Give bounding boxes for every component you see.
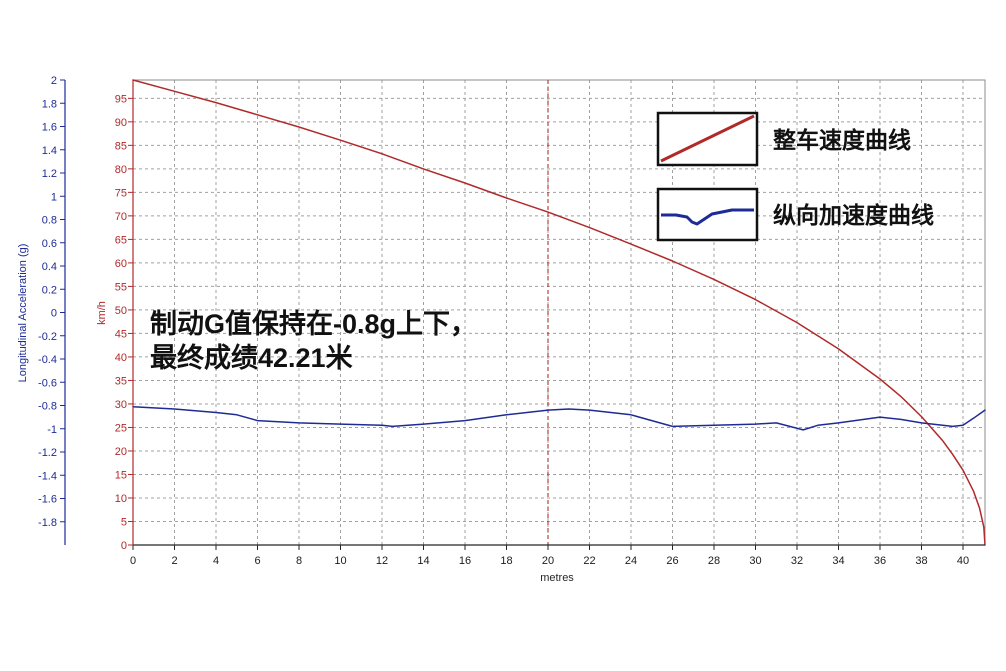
x-tick-label: 24 bbox=[625, 555, 637, 567]
acceleration-axis-tick-label: 0.6 bbox=[42, 238, 57, 250]
speed-axis-tick-label: 40 bbox=[115, 352, 127, 364]
legend-item-speed: 整车速度曲线 bbox=[656, 111, 911, 167]
x-tick-label: 26 bbox=[666, 555, 678, 567]
annotation-line-2: 最终成绩42.21米 bbox=[150, 342, 353, 373]
legend-label-speed: 整车速度曲线 bbox=[773, 127, 911, 153]
grid bbox=[133, 80, 985, 545]
x-tick-label: 36 bbox=[874, 555, 886, 567]
speed-axis-tick-label: 25 bbox=[115, 422, 127, 434]
x-tick-label: 40 bbox=[957, 555, 969, 567]
x-tick-label: 10 bbox=[334, 555, 346, 567]
x-tick-label: 12 bbox=[376, 555, 388, 567]
x-tick-label: 4 bbox=[213, 555, 219, 567]
speed-axis-tick-label: 95 bbox=[115, 93, 127, 105]
acceleration-axis-tick-label: -0.8 bbox=[38, 401, 57, 413]
axes: 0 2 4 6 8 10 12 14 16 18 20 22 24 26 28 30 32 34 36 38 40959… bbox=[38, 75, 985, 567]
x-tick-label: 30 bbox=[749, 555, 761, 567]
acceleration-axis-tick-label: -1 bbox=[47, 424, 57, 436]
speed-axis-tick-label: 75 bbox=[115, 187, 127, 199]
speed-axis-tick-label: 90 bbox=[115, 117, 127, 129]
speed-axis-tick-label: 20 bbox=[115, 446, 127, 458]
speed-axis-tick-label: 5 bbox=[121, 516, 127, 528]
series-lines bbox=[132, 79, 986, 546]
x-tick-label: 8 bbox=[296, 555, 302, 567]
x-axis-title: metres bbox=[540, 572, 574, 584]
legend-swatch-line-speed bbox=[660, 114, 755, 163]
legend-item-acceleration: 纵向加速度曲线 bbox=[656, 187, 934, 242]
speed-axis-tick-label: 60 bbox=[115, 258, 127, 270]
speed-axis-tick-label: 30 bbox=[115, 399, 127, 411]
acceleration-axis-title: Longitudinal Acceleration (g) bbox=[17, 244, 29, 383]
x-tick-label: 38 bbox=[915, 555, 927, 567]
x-tick-label: 14 bbox=[417, 555, 429, 567]
acceleration-axis-tick-label: 0.2 bbox=[42, 284, 57, 296]
acceleration-axis-tick-label: 0 bbox=[51, 308, 57, 320]
x-tick-label: 32 bbox=[791, 555, 803, 567]
acceleration-axis-tick-label: 0.8 bbox=[42, 215, 57, 227]
speed-axis-tick-label: 85 bbox=[115, 140, 127, 152]
x-tick-label: 6 bbox=[254, 555, 260, 567]
legend: 整车速度曲线 纵向加速度曲线 bbox=[656, 111, 934, 242]
acceleration-axis-tick-label: -1.4 bbox=[38, 470, 57, 482]
x-tick-label: 28 bbox=[708, 555, 720, 567]
speed-axis-tick-label: 70 bbox=[115, 211, 127, 223]
speed-axis-tick-label: 80 bbox=[115, 164, 127, 176]
acceleration-axis-tick-label: 1.8 bbox=[42, 98, 57, 110]
acceleration-axis-tick-label: -0.2 bbox=[38, 331, 57, 343]
acceleration-series-line bbox=[132, 405, 986, 431]
speed-axis-tick-label: 45 bbox=[115, 328, 127, 340]
speed-axis-tick-label: 55 bbox=[115, 281, 127, 293]
speed-series-line bbox=[132, 79, 986, 546]
acceleration-axis-tick-label: 1.6 bbox=[42, 122, 57, 134]
speed-axis-tick-label: 65 bbox=[115, 234, 127, 246]
acceleration-axis-tick-label: 0.4 bbox=[42, 261, 57, 273]
x-tick-label: 34 bbox=[832, 555, 844, 567]
speed-axis-tick-label: 15 bbox=[115, 469, 127, 481]
acceleration-axis-tick-label: 1.4 bbox=[42, 145, 57, 157]
acceleration-axis-tick-label: -1.2 bbox=[38, 447, 57, 459]
speed-axis-tick-label: 50 bbox=[115, 305, 127, 317]
speed-axis-tick-label: 10 bbox=[115, 493, 127, 505]
x-tick-label: 2 bbox=[171, 555, 177, 567]
x-tick-label: 22 bbox=[583, 555, 595, 567]
legend-swatch-line-acceleration bbox=[661, 208, 754, 226]
acceleration-axis-tick-label: 2 bbox=[51, 75, 57, 87]
annotation-line-1: 制动G值保持在-0.8g上下， bbox=[150, 309, 477, 339]
x-tick-label: 16 bbox=[459, 555, 471, 567]
acceleration-axis-tick-label: 1.2 bbox=[42, 168, 57, 180]
acceleration-axis-tick-label: -1.6 bbox=[38, 494, 57, 506]
speed-axis-title: km/h bbox=[96, 301, 108, 325]
speed-axis-tick-label: 0 bbox=[121, 540, 127, 552]
acceleration-axis-tick-label: -0.4 bbox=[38, 354, 57, 366]
acceleration-axis-tick-label: 1 bbox=[51, 191, 57, 203]
x-tick-label: 20 bbox=[542, 555, 554, 567]
legend-label-acceleration: 纵向加速度曲线 bbox=[773, 202, 934, 228]
x-tick-label: 0 bbox=[130, 555, 136, 567]
annotation: 制动G值保持在-0.8g上下， 最终成绩42.21米 bbox=[150, 309, 477, 373]
acceleration-axis-tick-label: -0.6 bbox=[38, 377, 57, 389]
x-tick-label: 18 bbox=[500, 555, 512, 567]
acceleration-axis-tick-label: -1.8 bbox=[38, 517, 57, 529]
speed-axis-tick-label: 35 bbox=[115, 375, 127, 387]
